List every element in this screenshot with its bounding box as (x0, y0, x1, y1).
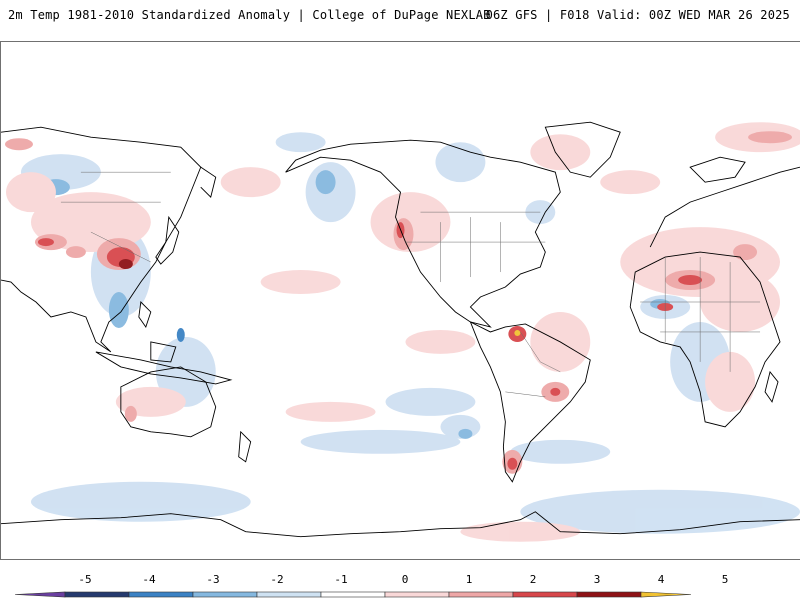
coastlines (1, 121, 800, 538)
map-canvas (1, 121, 800, 542)
legend-bin (320, 591, 386, 598)
legend-bin (448, 591, 514, 598)
political-borders (60, 171, 761, 398)
map-title: 2m Temp 1981-2010 Standardized Anomaly |… (8, 8, 491, 22)
legend-tick-label: -1 (334, 573, 347, 586)
legend-canvas: -5 -4 -3 -2 -1 0 1 2 3 4 5 (14, 573, 729, 598)
legend-tick-label: 5 (722, 573, 729, 586)
legend-tick-label: -5 (78, 573, 91, 586)
legend-bin (64, 591, 130, 598)
legend-tick-label: -4 (142, 573, 156, 586)
color-scale-legend: -5 -4 -3 -2 -1 0 1 2 3 4 5 (0, 568, 800, 600)
legend-bin (576, 591, 642, 598)
legend-tick-label: 3 (594, 573, 601, 586)
legend-tick-label: 1 (466, 573, 473, 586)
model-run-info: 06Z GFS | F018 Valid: 00Z WED MAR 26 202… (485, 8, 790, 22)
anomaly-fill (4, 122, 800, 542)
legend-tick-label: 2 (530, 573, 537, 586)
anomaly-map (0, 41, 800, 560)
legend-bin-cap-high (640, 591, 692, 598)
legend-tick-label: -3 (206, 573, 219, 586)
header: 2m Temp 1981-2010 Standardized Anomaly |… (0, 0, 800, 40)
legend-bin (192, 591, 258, 598)
legend-bin (256, 591, 322, 598)
legend-bin-cap-low (14, 591, 66, 598)
legend-tick-label: -2 (270, 573, 283, 586)
legend-bin (384, 591, 450, 598)
legend-bin (512, 591, 578, 598)
legend-tick-label: 0 (402, 573, 409, 586)
legend-bin (128, 591, 194, 598)
legend-tick-label: 4 (658, 573, 665, 586)
